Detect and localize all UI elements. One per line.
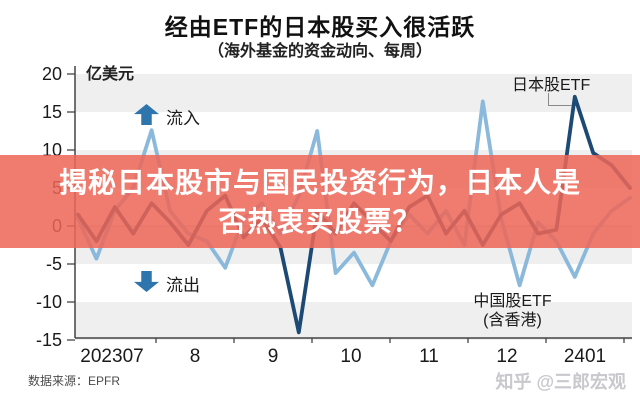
x-tick-label: 12 bbox=[496, 346, 517, 367]
headline-line1: 揭秘日本股市与国民投资行为，日本人是 bbox=[58, 166, 581, 198]
chart-subtitle: （海外基金的资金动向、每周） bbox=[207, 43, 432, 60]
x-tick-label: 2401 bbox=[564, 346, 606, 367]
china-etf-series-label: 中国股ETF (含香港) bbox=[450, 292, 575, 330]
x-tick-label: 10 bbox=[340, 346, 361, 367]
grid-band bbox=[75, 74, 632, 112]
china-etf-label-line2: (含香港) bbox=[483, 312, 542, 329]
x-tick-label: 202307 bbox=[80, 346, 143, 367]
outflow-legend-label: 流出 bbox=[166, 276, 200, 295]
japan-etf-callout-line bbox=[548, 93, 572, 106]
headline-line2: 否热衷买股票？ bbox=[218, 205, 422, 237]
y-tick-label: -5 bbox=[46, 254, 62, 274]
x-tick-label: 8 bbox=[190, 346, 201, 367]
y-axis-unit-label: 亿美元 bbox=[86, 66, 135, 83]
y-tick-label: 20 bbox=[42, 64, 62, 84]
x-tick-label: 11 bbox=[419, 346, 439, 367]
data-source-note: 数据来源：EPFR bbox=[28, 374, 121, 388]
y-tick-label: 15 bbox=[42, 102, 62, 122]
y-tick-label: -15 bbox=[36, 330, 62, 350]
inflow-legend-label: 流入 bbox=[166, 109, 200, 128]
china-etf-label-line1: 中国股ETF bbox=[473, 293, 552, 310]
japan-etf-series-label: 日本股ETF bbox=[512, 77, 591, 94]
headline-banner: 揭秘日本股市与国民投资行为，日本人是 否热衷买股票？ bbox=[0, 155, 640, 248]
chart-title: 经由ETF的日本股买入很活跃 bbox=[164, 14, 476, 40]
zhihu-watermark: 知乎 @三郎宏观 bbox=[495, 372, 626, 392]
x-tick-label: 9 bbox=[268, 346, 279, 367]
grid-band bbox=[75, 302, 632, 340]
y-tick-label: -10 bbox=[36, 292, 62, 312]
